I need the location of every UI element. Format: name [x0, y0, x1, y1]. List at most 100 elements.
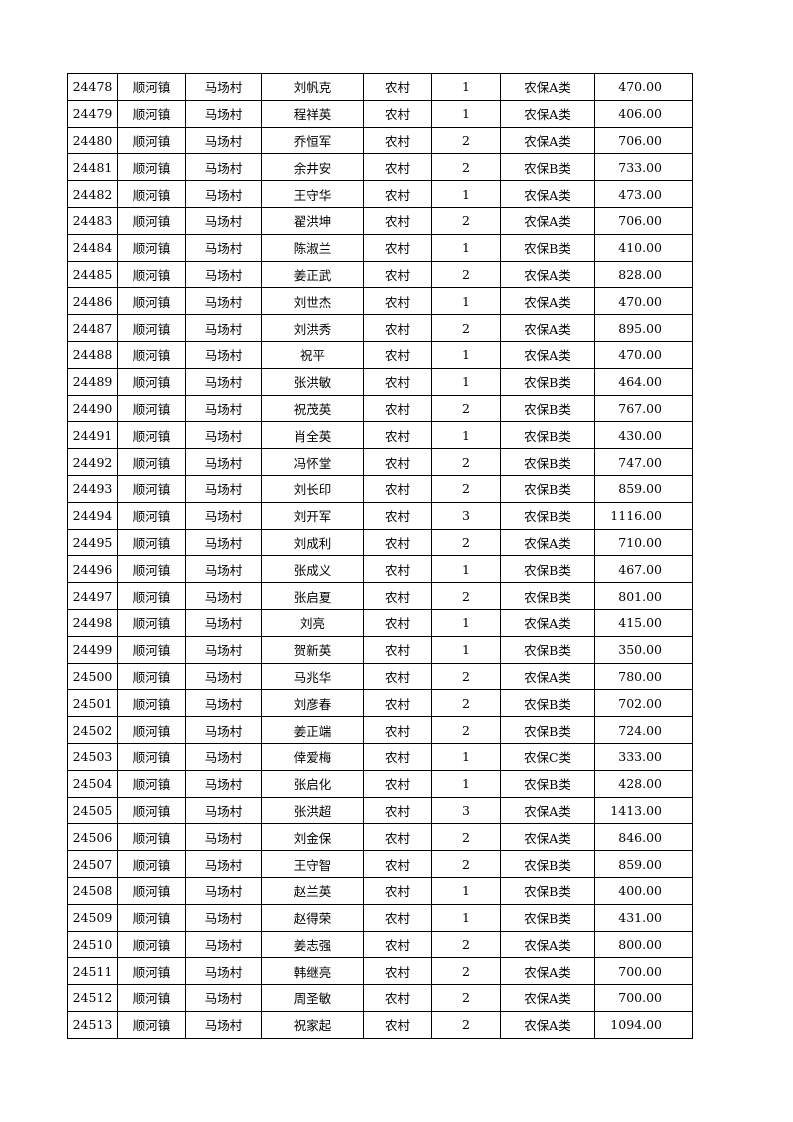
cell-village: 马场村 [185, 233, 262, 262]
cell-persons: 2 [431, 314, 501, 342]
cell-category: 农保A类 [500, 287, 595, 316]
cell-persons: 2 [431, 153, 501, 182]
cell-category: 农保A类 [500, 99, 595, 128]
table-row: 24513 顺河镇 马场村 祝家起 农村 2 农保A类 1094.00 [67, 1010, 693, 1039]
cell-village: 马场村 [185, 528, 262, 557]
cell-town: 顺河镇 [117, 180, 186, 208]
cell-amount: 747.00 [594, 448, 693, 476]
cell-town: 顺河镇 [117, 957, 186, 986]
cell-village: 马场村 [185, 287, 262, 316]
cell-id: 24482 [67, 180, 118, 208]
cell-town: 顺河镇 [117, 233, 186, 262]
cell-village: 马场村 [185, 73, 262, 101]
cell-area: 农村 [363, 287, 432, 316]
cell-village: 马场村 [185, 582, 262, 610]
cell-name: 刘帆克 [261, 73, 364, 101]
cell-amount: 706.00 [594, 126, 693, 155]
cell-area: 农村 [363, 260, 432, 289]
cell-category: 农保A类 [500, 823, 595, 852]
cell-area: 农村 [363, 394, 432, 423]
cell-village: 马场村 [185, 716, 262, 744]
cell-town: 顺河镇 [117, 555, 186, 584]
cell-id: 24496 [67, 555, 118, 584]
cell-id: 24488 [67, 340, 118, 369]
cell-amount: 473.00 [594, 180, 693, 208]
cell-category: 农保A类 [500, 260, 595, 289]
cell-id: 24480 [67, 126, 118, 155]
cell-category: 农保B类 [500, 689, 595, 718]
cell-persons: 2 [431, 930, 501, 959]
cell-town: 顺河镇 [117, 394, 186, 423]
cell-id: 24505 [67, 796, 118, 825]
cell-name: 张成义 [261, 555, 364, 584]
cell-name: 祝茂英 [261, 394, 364, 423]
cell-area: 农村 [363, 635, 432, 664]
cell-village: 马场村 [185, 635, 262, 664]
cell-id: 24512 [67, 984, 118, 1012]
cell-area: 农村 [363, 206, 432, 235]
cell-id: 24485 [67, 260, 118, 289]
cell-village: 马场村 [185, 850, 262, 878]
cell-town: 顺河镇 [117, 876, 186, 905]
cell-persons: 2 [431, 984, 501, 1012]
cell-amount: 800.00 [594, 930, 693, 959]
table-row: 24508 顺河镇 马场村 赵兰英 农村 1 农保B类 400.00 [67, 876, 693, 905]
cell-area: 农村 [363, 876, 432, 905]
cell-town: 顺河镇 [117, 367, 186, 396]
cell-persons: 2 [431, 850, 501, 878]
cell-id: 24501 [67, 689, 118, 718]
cell-category: 农保B类 [500, 448, 595, 476]
cell-amount: 801.00 [594, 582, 693, 610]
cell-id: 24491 [67, 421, 118, 450]
cell-category: 农保A类 [500, 314, 595, 342]
cell-name: 赵得荣 [261, 903, 364, 932]
table-row: 24480 顺河镇 马场村 乔恒军 农村 2 农保A类 706.00 [67, 126, 693, 155]
cell-amount: 846.00 [594, 823, 693, 852]
cell-name: 倖爱梅 [261, 742, 364, 771]
cell-category: 农保B类 [500, 850, 595, 878]
table-row: 24486 顺河镇 马场村 刘世杰 农村 1 农保A类 470.00 [67, 287, 693, 316]
cell-town: 顺河镇 [117, 850, 186, 878]
cell-amount: 467.00 [594, 555, 693, 584]
cell-village: 马场村 [185, 501, 262, 530]
cell-name: 贺新英 [261, 635, 364, 664]
cell-name: 姜志强 [261, 930, 364, 959]
cell-amount: 470.00 [594, 287, 693, 316]
table-row: 24490 顺河镇 马场村 祝茂英 农村 2 农保B类 767.00 [67, 394, 693, 423]
cell-village: 马场村 [185, 796, 262, 825]
cell-town: 顺河镇 [117, 930, 186, 959]
cell-village: 马场村 [185, 394, 262, 423]
cell-area: 农村 [363, 903, 432, 932]
cell-persons: 1 [431, 233, 501, 262]
cell-persons: 1 [431, 769, 501, 798]
cell-category: 农保B类 [500, 153, 595, 182]
cell-category: 农保B类 [500, 421, 595, 450]
cell-amount: 1116.00 [594, 501, 693, 530]
cell-area: 农村 [363, 314, 432, 342]
cell-persons: 2 [431, 126, 501, 155]
cell-id: 24497 [67, 582, 118, 610]
cell-area: 农村 [363, 1010, 432, 1039]
cell-name: 马兆华 [261, 662, 364, 691]
cell-area: 农村 [363, 73, 432, 101]
cell-amount: 470.00 [594, 340, 693, 369]
cell-town: 顺河镇 [117, 635, 186, 664]
cell-area: 农村 [363, 689, 432, 718]
cell-id: 24489 [67, 367, 118, 396]
table-row: 24511 顺河镇 马场村 韩继亮 农村 2 农保A类 700.00 [67, 957, 693, 986]
cell-town: 顺河镇 [117, 742, 186, 771]
cell-town: 顺河镇 [117, 582, 186, 610]
cell-category: 农保A类 [500, 126, 595, 155]
cell-area: 农村 [363, 340, 432, 369]
cell-persons: 3 [431, 501, 501, 530]
cell-name: 张启夏 [261, 582, 364, 610]
cell-amount: 430.00 [594, 421, 693, 450]
cell-town: 顺河镇 [117, 689, 186, 718]
cell-id: 24504 [67, 769, 118, 798]
cell-category: 农保B类 [500, 394, 595, 423]
cell-persons: 1 [431, 180, 501, 208]
cell-amount: 733.00 [594, 153, 693, 182]
cell-village: 马场村 [185, 260, 262, 289]
cell-name: 乔恒军 [261, 126, 364, 155]
table-row: 24483 顺河镇 马场村 翟洪坤 农村 2 农保A类 706.00 [67, 206, 693, 235]
